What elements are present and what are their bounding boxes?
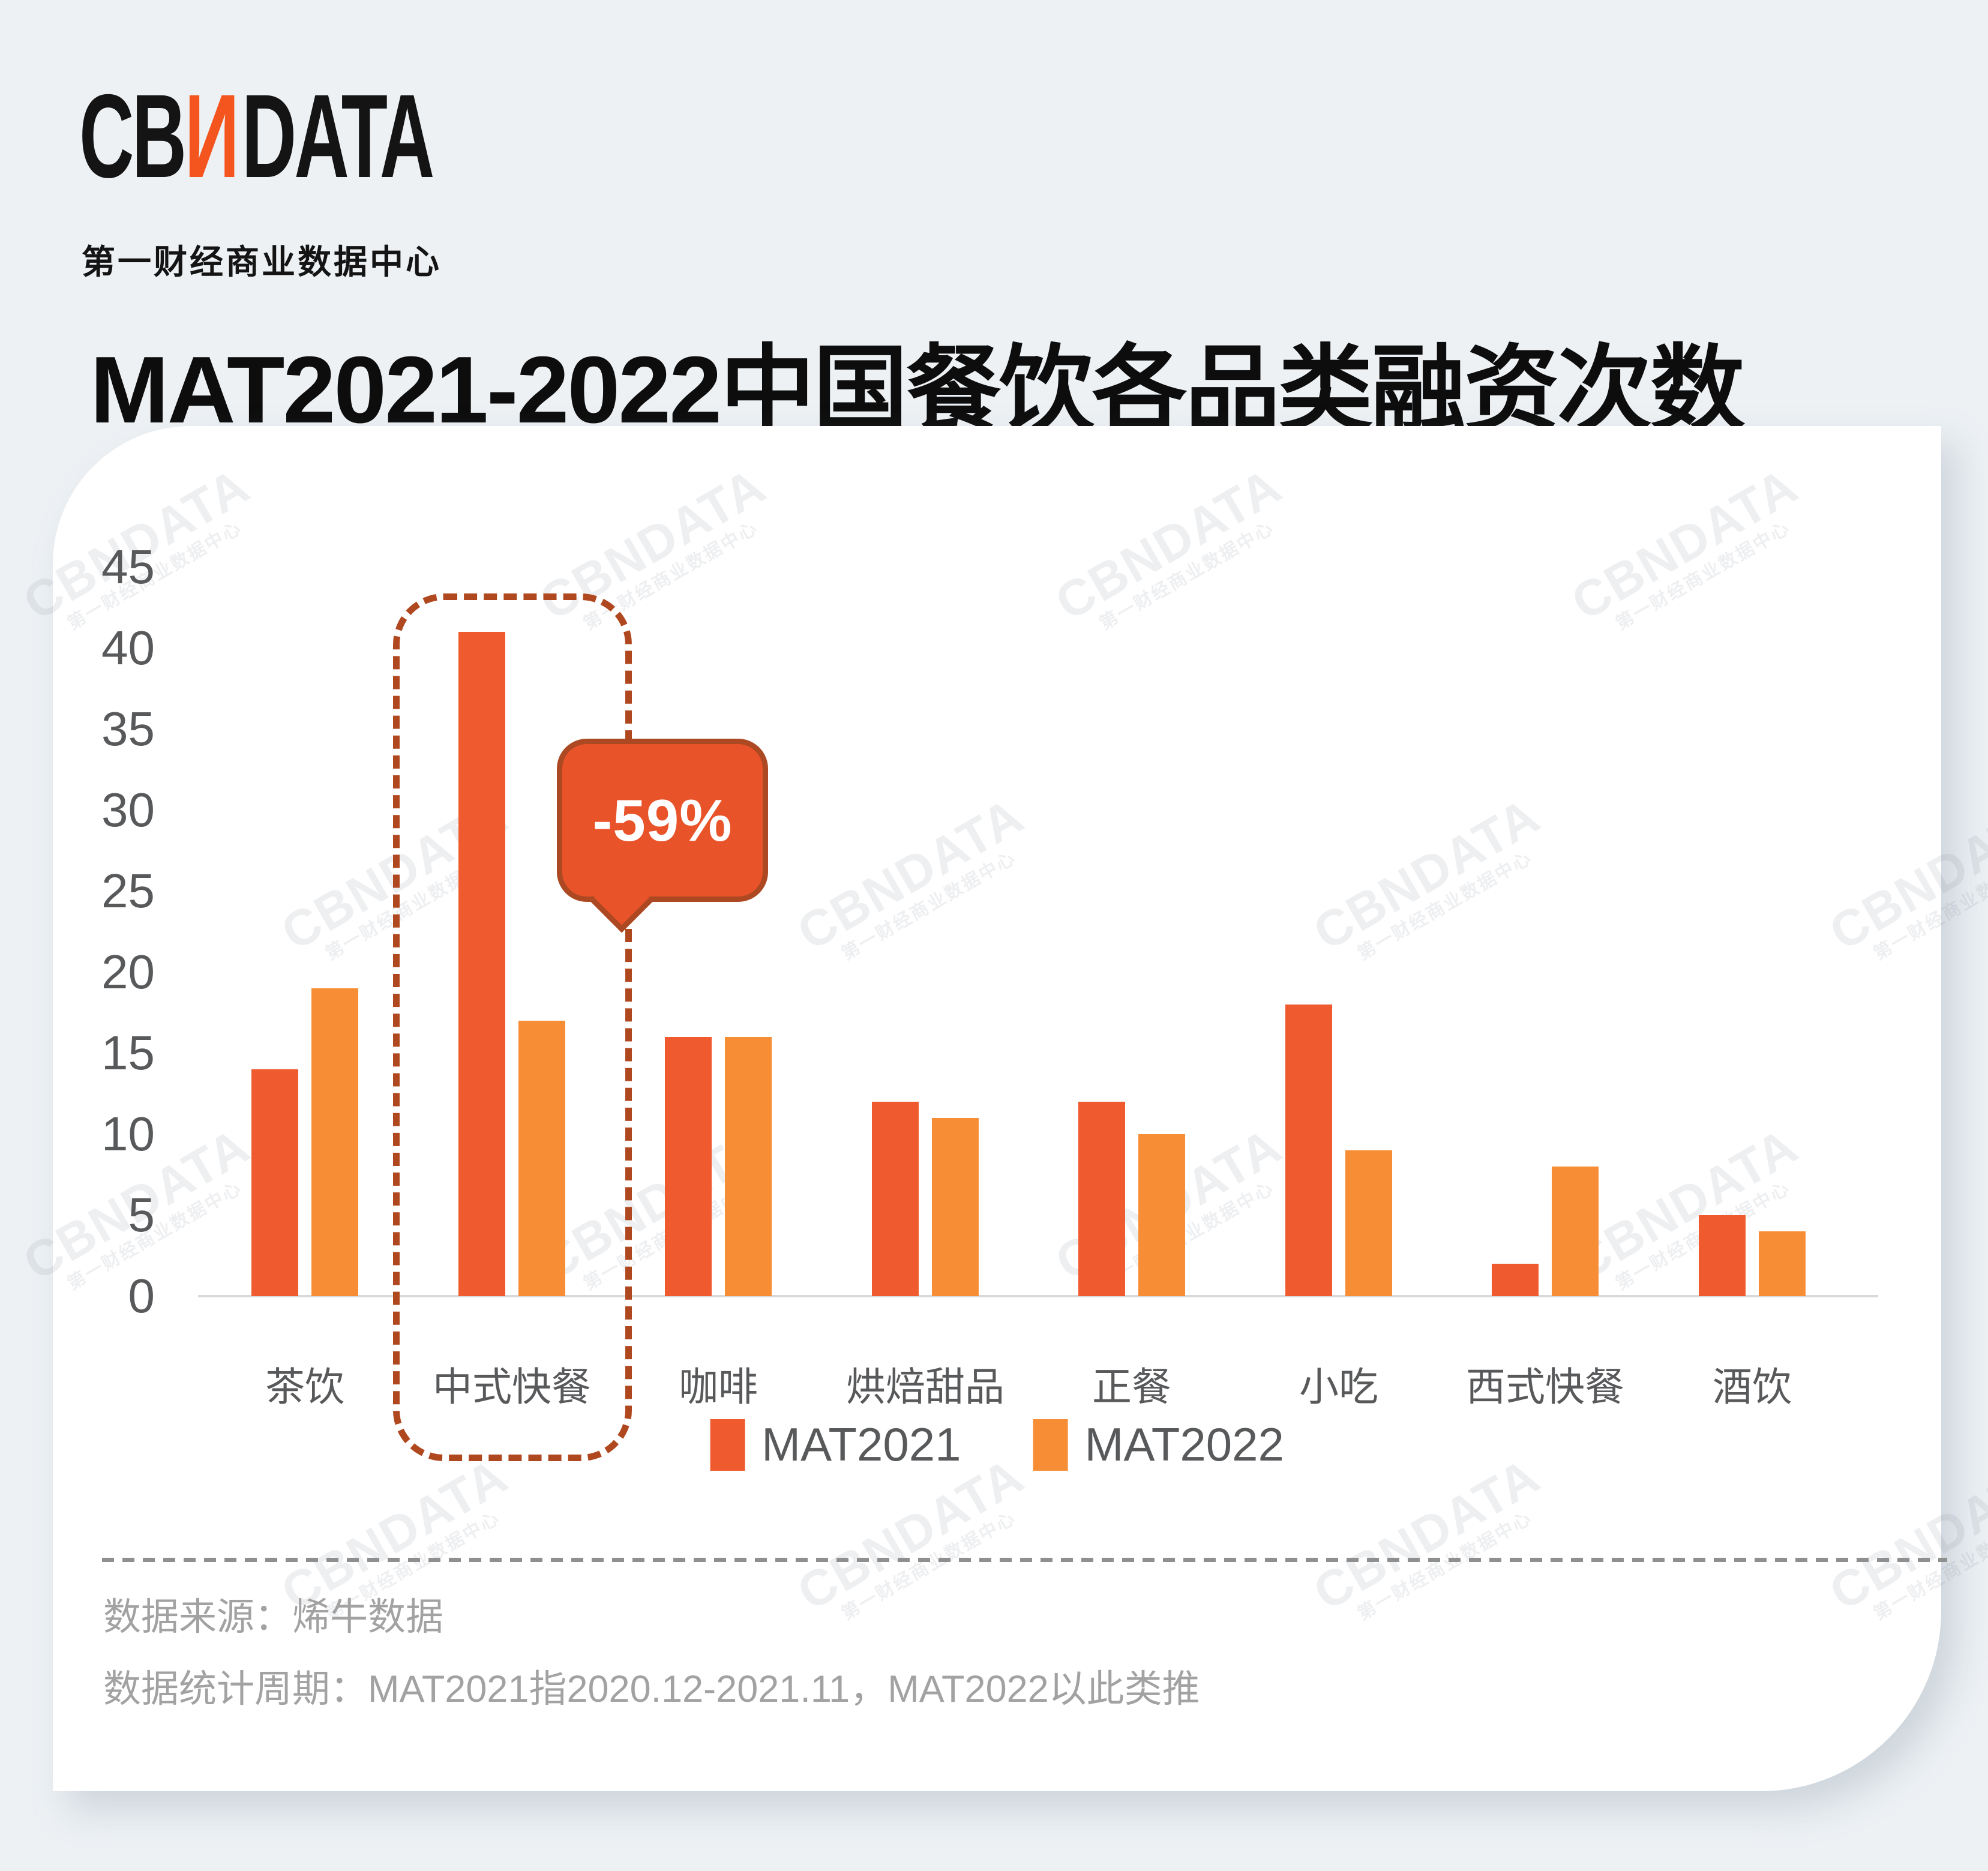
x-axis-category-label: 酒饮	[1713, 1365, 1792, 1409]
legend-label-mat2021: MAT2021	[761, 1418, 961, 1471]
logo-text-cb: CB	[79, 70, 187, 202]
bar-mat2021-8	[1699, 1215, 1746, 1296]
x-axis-category-label: 咖啡	[679, 1365, 758, 1409]
legend-label-mat2022: MAT2022	[1084, 1418, 1284, 1471]
bar-mat2022-7	[1552, 1167, 1599, 1296]
bar-mat2022-4	[932, 1118, 979, 1296]
bar-chart: -59% MAT2021 MAT2022 数据来源：烯牛数据 数据统计周期：MAT…	[53, 426, 1947, 1791]
x-axis-category-label: 西式快餐	[1466, 1365, 1624, 1409]
y-axis-tick-label: 45	[101, 540, 155, 593]
chart-card: CBNDATA 第一财经商业数据中心 CBNDATA 第一财经商业数据中心 CBNDAT…	[14, 426, 1988, 1791]
y-axis-tick-label: 5	[128, 1188, 155, 1242]
y-axis-tick-label: 20	[101, 945, 155, 999]
x-axis-category-label: 正餐	[1092, 1365, 1171, 1409]
bar-mat2021-4	[872, 1102, 919, 1296]
cbndata-logo: CBNDATA	[79, 70, 434, 202]
bar-mat2022-5	[1138, 1134, 1185, 1296]
bar-mat2022-3	[725, 1037, 772, 1296]
bar-mat2021-7	[1492, 1264, 1539, 1296]
y-axis-tick-label: 40	[101, 621, 155, 674]
y-axis-tick-label: 10	[101, 1107, 155, 1161]
bar-mat2021-5	[1078, 1102, 1125, 1296]
logo-n-mark-icon: N	[187, 70, 239, 202]
x-axis-category-label: 烘焙甜品	[846, 1365, 1005, 1409]
y-axis-tick-label: 30	[101, 783, 155, 836]
bar-mat2022-8	[1759, 1231, 1806, 1296]
logo-subtitle: 第一财经商业数据中心	[82, 243, 442, 281]
bar-mat2021-1	[251, 1069, 298, 1296]
bar-mat2021-2	[458, 632, 505, 1296]
callout-value: -59%	[592, 787, 733, 853]
bar-mat2021-3	[665, 1037, 712, 1296]
legend-swatch-mat2021	[710, 1419, 745, 1471]
data-period-note: 数据统计周期：MAT2021指2020.12-2021.11，MAT2022以此…	[103, 1668, 1200, 1710]
highlight-dashed-box	[393, 593, 632, 1461]
data-source-note: 数据来源：烯牛数据	[103, 1596, 443, 1638]
x-axis-category-label: 中式快餐	[433, 1365, 591, 1409]
legend-swatch-mat2022	[1033, 1419, 1068, 1471]
bar-mat2022-1	[311, 988, 358, 1296]
x-axis-category-label: 小吃	[1299, 1365, 1378, 1409]
legend-item-mat2021: MAT2021	[710, 1417, 961, 1472]
page-title: MAT2021-2022中国餐饮各品类融资次数	[90, 337, 1745, 443]
y-axis-tick-label: 15	[101, 1026, 155, 1080]
x-axis-line	[198, 1295, 1878, 1297]
bar-mat2021-6	[1285, 1005, 1332, 1296]
chart-legend: MAT2021 MAT2022	[710, 1417, 1284, 1472]
legend-item-mat2022: MAT2022	[1033, 1417, 1284, 1472]
bar-mat2022-2	[518, 1021, 565, 1296]
x-axis-category-label: 茶饮	[265, 1365, 344, 1409]
change-callout-bubble: -59%	[557, 739, 768, 933]
bar-mat2022-6	[1345, 1150, 1392, 1296]
y-axis-tick-label: 0	[128, 1269, 155, 1323]
footer-dashed-divider	[102, 1558, 1947, 1562]
logo-text-data: DATA	[241, 70, 435, 202]
y-axis-tick-label: 35	[101, 702, 155, 755]
y-axis-tick-label: 25	[101, 864, 155, 917]
